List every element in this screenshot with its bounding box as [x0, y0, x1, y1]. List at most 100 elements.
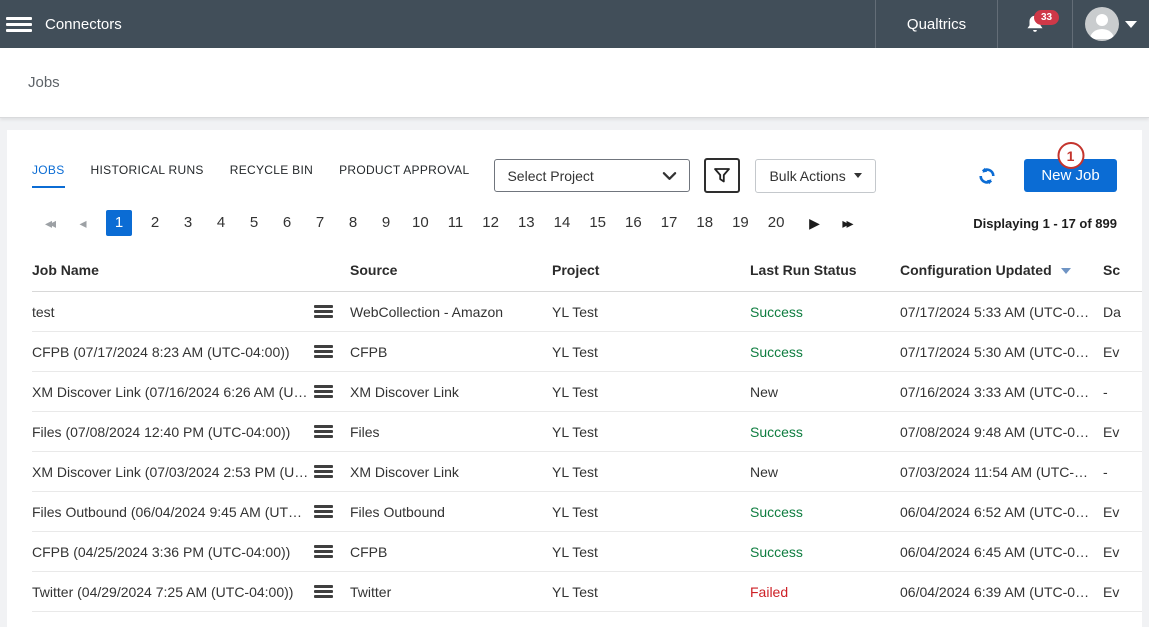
sort-descending-icon[interactable]	[1060, 268, 1071, 274]
page-button[interactable]: 10	[412, 214, 429, 231]
jobs-table: Job Name Source Project Last Run Status …	[32, 258, 1142, 612]
job-configuration-updated: 06/04/2024 6:39 AM (UTC-0…	[900, 583, 1090, 600]
page-button[interactable]: 7	[315, 214, 325, 231]
bulk-actions-label: Bulk Actions	[769, 167, 846, 184]
refresh-icon	[979, 167, 995, 184]
page-button[interactable]: 18	[696, 214, 714, 231]
job-project: YL Test	[552, 343, 598, 360]
column-header-job-name: Job Name	[32, 262, 99, 278]
job-project: YL Test	[552, 463, 598, 480]
tab-historical-runs[interactable]: HISTORICAL RUNS	[90, 163, 204, 177]
job-schedule: -	[1103, 383, 1108, 400]
table-body: test WebCollection - Amazon YL Test Succ…	[32, 292, 1142, 612]
row-menu-icon[interactable]	[314, 343, 333, 361]
table-row[interactable]: XM Discover Link (07/16/2024 6:26 AM (U……	[32, 372, 1142, 412]
page-button[interactable]: 14	[553, 214, 571, 231]
job-name[interactable]: XM Discover Link (07/16/2024 6:26 AM (U…	[32, 383, 308, 400]
last-page-button[interactable]: ▸▸	[842, 214, 853, 231]
page-button[interactable]: 11	[447, 214, 464, 231]
job-name[interactable]: Files Outbound (06/04/2024 9:45 AM (UT…	[32, 503, 303, 520]
row-menu-icon[interactable]	[314, 423, 333, 441]
job-last-run-status: Success	[750, 303, 803, 320]
job-configuration-updated: 07/08/2024 9:48 AM (UTC-0…	[900, 423, 1090, 440]
bulk-actions-button[interactable]: Bulk Actions	[755, 158, 876, 193]
user-icon	[1090, 14, 1114, 39]
page-button[interactable]: 3	[183, 214, 193, 231]
row-menu-icon[interactable]	[314, 303, 333, 321]
job-configuration-updated: 07/16/2024 3:33 AM (UTC-0…	[900, 383, 1090, 400]
job-project: YL Test	[552, 543, 598, 560]
account-menu[interactable]	[1072, 0, 1149, 48]
page-button[interactable]: 17	[660, 214, 678, 231]
project-select-value: Select Project	[507, 167, 594, 184]
row-menu-icon[interactable]	[314, 503, 333, 521]
job-project: YL Test	[552, 383, 598, 400]
job-schedule: Da	[1103, 303, 1121, 320]
column-header-schedule: Sc	[1103, 262, 1121, 278]
job-source: Twitter	[350, 583, 392, 600]
menu-icon[interactable]	[6, 14, 32, 35]
chevron-down-icon[interactable]	[1125, 20, 1137, 28]
column-header-last-run-status: Last Run Status	[750, 262, 857, 278]
job-source: CFPB	[350, 343, 388, 360]
row-menu-icon[interactable]	[314, 463, 333, 481]
table-row[interactable]: XM Discover Link (07/03/2024 2:53 PM (U……	[32, 452, 1142, 492]
page-button[interactable]: 15	[589, 214, 607, 231]
job-last-run-status: Success	[750, 423, 803, 440]
toolbar: JOBS HISTORICAL RUNS RECYCLE BIN PRODUCT…	[32, 142, 1142, 193]
table-row[interactable]: Twitter (04/29/2024 7:25 AM (UTC-04:00))…	[32, 572, 1142, 612]
next-page-button[interactable]: ▶	[809, 214, 820, 231]
app-title: Connectors	[45, 15, 122, 33]
refresh-button[interactable]	[978, 167, 996, 185]
job-name[interactable]: test	[32, 303, 55, 320]
filter-button[interactable]	[704, 158, 741, 193]
filter-icon	[714, 168, 731, 183]
page-button[interactable]: 19	[732, 214, 749, 231]
job-name[interactable]: Files (07/08/2024 12:40 PM (UTC-04:00))	[32, 423, 291, 440]
job-schedule: Ev	[1103, 503, 1120, 520]
job-name[interactable]: CFPB (07/17/2024 8:23 AM (UTC-04:00))	[32, 343, 290, 360]
job-project: YL Test	[552, 303, 598, 320]
brand-menu[interactable]: Qualtrics	[875, 0, 997, 48]
job-name[interactable]: CFPB (04/25/2024 3:36 PM (UTC-04:00))	[32, 543, 291, 560]
avatar[interactable]	[1085, 7, 1119, 41]
job-last-run-status: Success	[750, 343, 803, 360]
row-menu-icon[interactable]	[314, 383, 333, 401]
previous-page-button[interactable]: ◂	[79, 214, 87, 231]
job-schedule: -	[1103, 463, 1108, 480]
table-row[interactable]: Files Outbound (06/04/2024 9:45 AM (UT… …	[32, 492, 1142, 532]
tab-product-approval[interactable]: PRODUCT APPROVAL	[339, 163, 470, 177]
new-job-wrapper: 1 New Job	[1024, 142, 1117, 192]
job-last-run-status: New	[750, 463, 779, 480]
table-row[interactable]: test WebCollection - Amazon YL Test Succ…	[32, 292, 1142, 332]
tab-jobs[interactable]: JOBS	[32, 163, 65, 188]
page-button[interactable]: 4	[216, 214, 226, 231]
notifications-button[interactable]: 33	[997, 0, 1072, 48]
column-header-source: Source	[350, 262, 398, 278]
page-button[interactable]: 5	[249, 214, 259, 231]
table-row[interactable]: CFPB (04/25/2024 3:36 PM (UTC-04:00)) CF…	[32, 532, 1142, 572]
page-button[interactable]: 1	[106, 210, 132, 236]
tab-recycle-bin[interactable]: RECYCLE BIN	[229, 163, 314, 177]
page-button[interactable]: 20	[767, 214, 785, 231]
tab-bar: JOBS HISTORICAL RUNS RECYCLE BIN PRODUCT…	[32, 163, 469, 188]
table-row[interactable]: CFPB (07/17/2024 8:23 AM (UTC-04:00)) CF…	[32, 332, 1142, 372]
page-button[interactable]: 13	[517, 214, 535, 231]
job-source: CFPB	[350, 543, 388, 560]
job-configuration-updated: 07/17/2024 5:30 AM (UTC-0…	[900, 343, 1090, 360]
page-button[interactable]: 8	[348, 214, 358, 231]
job-name[interactable]: XM Discover Link (07/03/2024 2:53 PM (U…	[32, 463, 309, 480]
page-button[interactable]: 12	[482, 214, 499, 231]
job-name[interactable]: Twitter (04/29/2024 7:25 AM (UTC-04:00))	[32, 583, 294, 600]
job-project: YL Test	[552, 423, 598, 440]
page-button[interactable]: 6	[282, 214, 292, 231]
project-select[interactable]: Select Project	[494, 159, 691, 192]
page-button[interactable]: 2	[150, 214, 160, 231]
notification-count-badge: 33	[1034, 10, 1060, 25]
table-row[interactable]: Files (07/08/2024 12:40 PM (UTC-04:00)) …	[32, 412, 1142, 452]
page-button[interactable]: 16	[625, 214, 642, 231]
first-page-button[interactable]: ◂◂	[44, 214, 56, 231]
row-menu-icon[interactable]	[314, 583, 333, 601]
page-button[interactable]: 9	[381, 214, 391, 231]
row-menu-icon[interactable]	[314, 543, 333, 561]
